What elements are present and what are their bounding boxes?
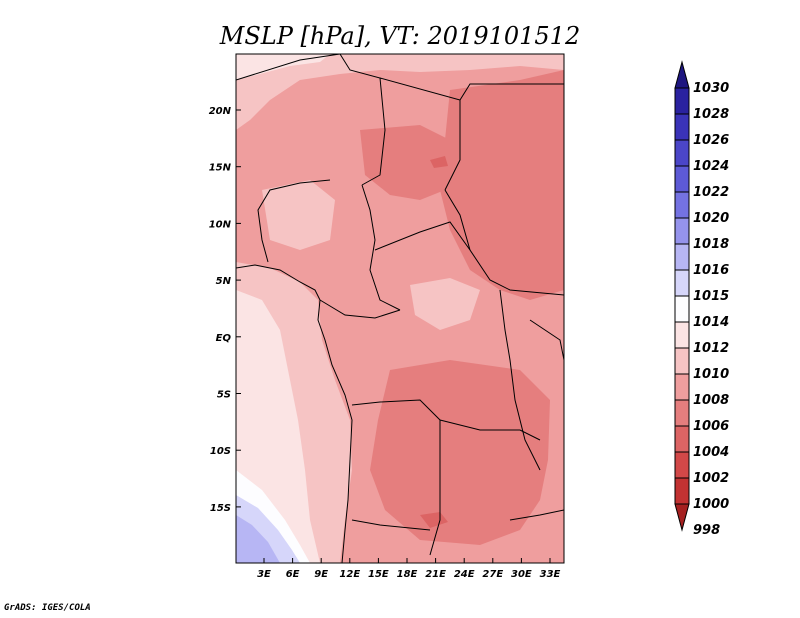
colorbar-label: 1015 <box>693 289 729 304</box>
colorbar-label: 1030 <box>693 81 729 96</box>
colorbar-label: 1028 <box>693 107 729 122</box>
pressure-fill-layer <box>236 54 564 563</box>
lat-tick-label: 15N <box>209 163 232 174</box>
colorbar-label: 1022 <box>693 185 729 200</box>
pressure-band-1010-central <box>410 278 480 330</box>
pressure-band-1006-east <box>440 70 564 300</box>
colorbar-label: 1010 <box>693 367 729 382</box>
colorbar: 1030 1028 1026 1024 1022 1020 1018 1016 1015 1014… <box>674 60 729 538</box>
pressure-band-1010-north <box>236 54 564 130</box>
colorbar-swatch <box>674 347 690 375</box>
colorbar-top-arrow <box>674 60 690 89</box>
colorbar-swatch <box>674 139 690 167</box>
lon-tick-label: 27E <box>482 569 503 580</box>
lat-tick-label: 20N <box>209 106 232 117</box>
colorbar-swatch <box>674 243 690 271</box>
chart-title-container: MSLP [hPa], VT: 2019101512 <box>219 22 580 50</box>
colorbar-swatch <box>674 191 690 219</box>
colorbar-swatch <box>674 399 690 427</box>
pressure-band-1016 <box>236 515 280 563</box>
lon-tick-label: 30E <box>511 569 532 580</box>
lon-tick-label: 24E <box>454 569 475 580</box>
lon-tick-label: 18E <box>397 569 418 580</box>
colorbar-swatch <box>674 295 690 323</box>
colorbar-label: 1020 <box>693 211 729 226</box>
colorbar-swatch <box>674 373 690 401</box>
colorbar-swatch <box>674 87 690 115</box>
colorbar-swatch <box>674 451 690 479</box>
lon-tick-label: 6E <box>286 569 300 580</box>
colorbar-swatch <box>674 269 690 297</box>
colorbar-label: 1008 <box>693 393 729 408</box>
lon-tick-label: 21E <box>425 569 446 580</box>
colorbar-swatch <box>674 217 690 245</box>
colorbar-label: 1002 <box>693 471 729 486</box>
colorbar-label: 1000 <box>693 497 729 512</box>
lon-tick-label: 15E <box>368 569 389 580</box>
lat-tick-label: 10N <box>209 219 232 230</box>
latitude-ticks: 20N 15N 10N 5N EQ 5S 10S 15S <box>209 106 241 514</box>
colorbar-label: 1004 <box>693 445 729 460</box>
colorbar-label: 1006 <box>693 419 729 434</box>
pressure-band-1004-b <box>430 156 448 168</box>
colorbar-label: 1012 <box>693 341 729 356</box>
pressure-band-1010-nigeria <box>262 180 335 250</box>
lat-tick-label: 5S <box>217 390 231 401</box>
colorbar-swatch <box>674 425 690 453</box>
colorbar-label: 1026 <box>693 133 729 148</box>
pressure-band-1006-central <box>360 125 450 200</box>
colorbar-label: 998 <box>693 523 720 538</box>
map-title: MSLP [hPa], VT: 2019101512 <box>219 22 580 50</box>
colorbar-label: 1024 <box>693 159 729 174</box>
colorbar-bottom-arrow <box>674 503 690 532</box>
lat-tick-label: EQ <box>216 333 232 344</box>
lat-tick-label: 10S <box>210 446 231 457</box>
pressure-band-1006-south <box>370 360 550 545</box>
longitude-ticks: 3E 6E 9E 12E 15E 18E 21E 24E 27E 30E 33E <box>257 558 561 580</box>
lon-tick-label: 33E <box>540 569 561 580</box>
colorbar-label: 1018 <box>693 237 729 252</box>
lat-tick-label: 5N <box>216 276 232 287</box>
colorbar-swatch <box>674 113 690 141</box>
lon-tick-label: 3E <box>257 569 271 580</box>
lat-tick-label: 15S <box>210 503 231 514</box>
colorbar-swatch <box>674 477 690 505</box>
map-frame <box>235 53 565 564</box>
lon-tick-label: 9E <box>314 569 328 580</box>
pressure-band-1012-north <box>236 54 330 80</box>
country-borders <box>236 54 564 563</box>
colorbar-swatch <box>674 165 690 193</box>
colorbar-label: 1016 <box>693 263 729 278</box>
pressure-band-1004 <box>420 512 448 528</box>
colorbar-swatch <box>674 321 690 349</box>
lon-tick-label: 12E <box>339 569 360 580</box>
credit-text: GrADS: IGES/COLA <box>4 603 91 613</box>
colorbar-label: 1014 <box>693 315 729 330</box>
